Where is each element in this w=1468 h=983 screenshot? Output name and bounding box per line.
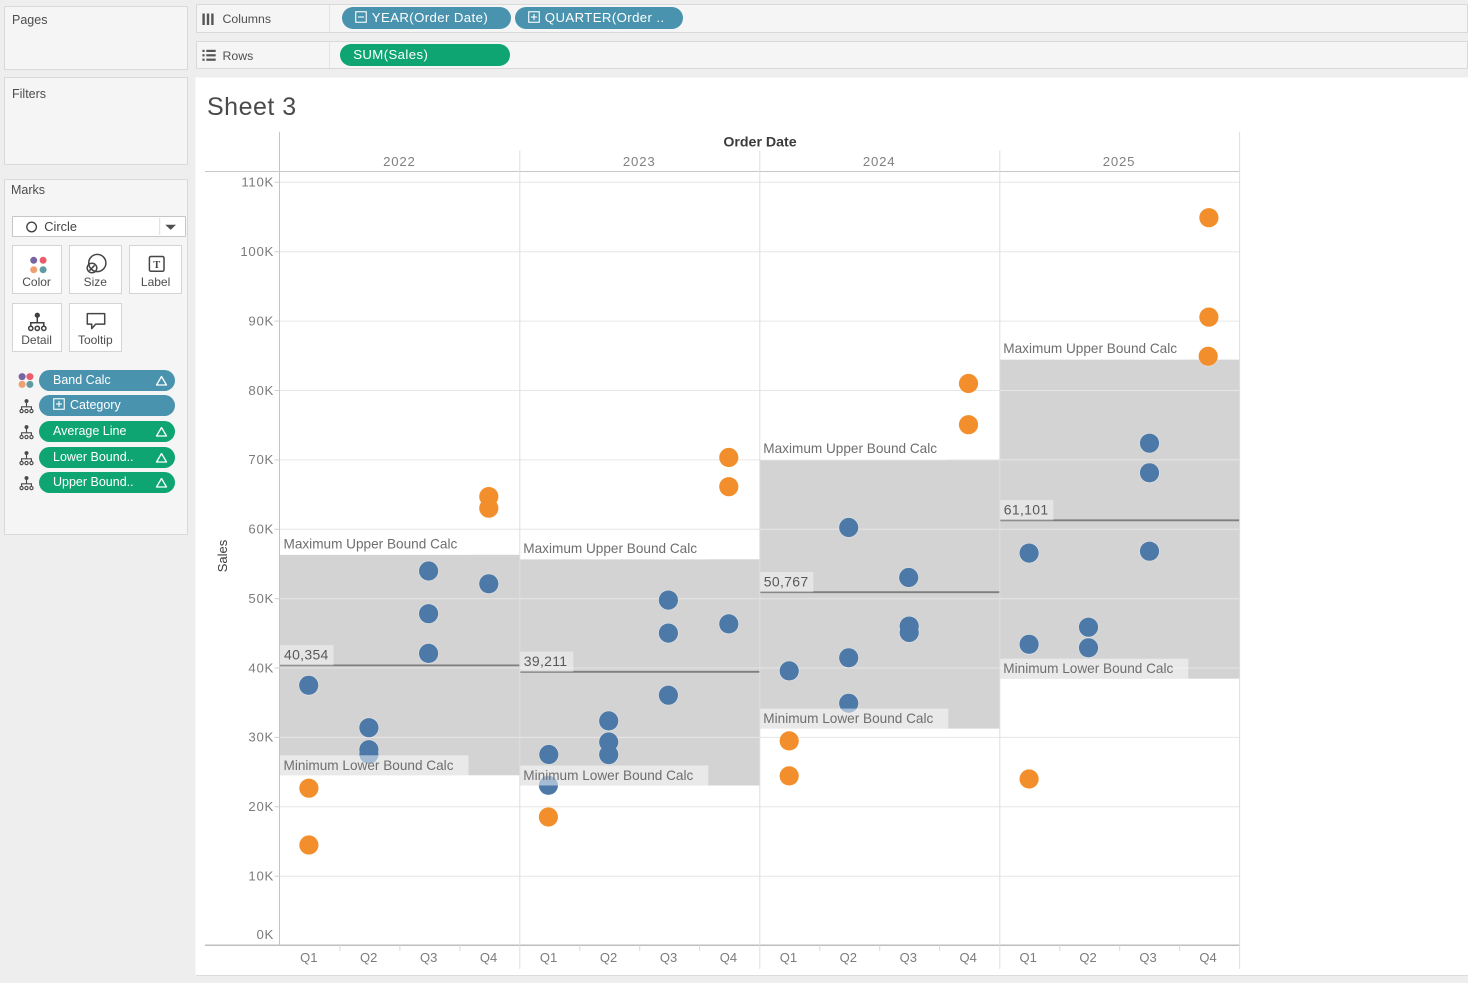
svg-text:39,211: 39,211 (524, 653, 568, 669)
svg-text:Sheet 3: Sheet 3 (207, 93, 297, 121)
svg-text:Q2: Q2 (360, 950, 377, 965)
svg-text:Q1: Q1 (540, 950, 557, 965)
svg-text:Maximum Upper Bound Calc: Maximum Upper Bound Calc (284, 536, 458, 551)
svg-text:20K: 20K (248, 799, 274, 814)
svg-text:0K: 0K (256, 927, 274, 942)
svg-text:Q4: Q4 (720, 950, 737, 965)
svg-text:Q3: Q3 (420, 950, 437, 965)
svg-text:60K: 60K (248, 522, 274, 537)
svg-text:50K: 50K (248, 591, 274, 606)
svg-text:2022: 2022 (383, 154, 416, 169)
svg-text:Q3: Q3 (900, 950, 917, 965)
svg-text:2023: 2023 (623, 154, 656, 169)
svg-text:Q1: Q1 (300, 950, 317, 965)
svg-text:Order Date: Order Date (723, 135, 796, 151)
svg-text:90K: 90K (248, 313, 274, 328)
svg-text:10K: 10K (248, 869, 274, 884)
svg-text:Minimum Lower Bound Calc: Minimum Lower Bound Calc (284, 758, 454, 773)
svg-text:110K: 110K (241, 175, 274, 190)
svg-text:T: T (153, 260, 160, 271)
svg-text:2025: 2025 (1103, 154, 1136, 169)
svg-text:100K: 100K (240, 244, 274, 259)
svg-text:Q2: Q2 (1079, 950, 1096, 965)
svg-text:50,767: 50,767 (764, 573, 809, 589)
svg-text:30K: 30K (248, 730, 274, 745)
svg-text:40K: 40K (248, 660, 274, 675)
svg-text:Maximum Upper Bound Calc: Maximum Upper Bound Calc (763, 441, 937, 456)
svg-text:Maximum Upper Bound Calc: Maximum Upper Bound Calc (1003, 341, 1177, 356)
svg-text:Q2: Q2 (600, 950, 617, 965)
svg-text:Q3: Q3 (1139, 950, 1156, 965)
svg-text:Maximum Upper Bound Calc: Maximum Upper Bound Calc (523, 541, 697, 556)
svg-text:Q4: Q4 (960, 950, 977, 965)
svg-text:Minimum Lower Bound Calc: Minimum Lower Bound Calc (763, 711, 933, 726)
svg-text:Q2: Q2 (840, 950, 857, 965)
svg-text:70K: 70K (248, 452, 274, 467)
svg-text:40,354: 40,354 (284, 647, 329, 663)
svg-text:Q3: Q3 (660, 950, 677, 965)
svg-text:Q4: Q4 (480, 950, 497, 965)
svg-text:2024: 2024 (863, 154, 896, 169)
svg-text:Q1: Q1 (780, 950, 797, 965)
svg-text:Minimum Lower Bound Calc: Minimum Lower Bound Calc (1003, 661, 1173, 676)
svg-text:Q1: Q1 (1020, 950, 1037, 965)
svg-text:61,101: 61,101 (1004, 502, 1049, 518)
svg-text:80K: 80K (248, 383, 274, 398)
svg-text:Q4: Q4 (1199, 950, 1216, 965)
svg-text:Minimum Lower Bound Calc: Minimum Lower Bound Calc (523, 768, 693, 783)
svg-text:Sales: Sales (215, 539, 230, 572)
